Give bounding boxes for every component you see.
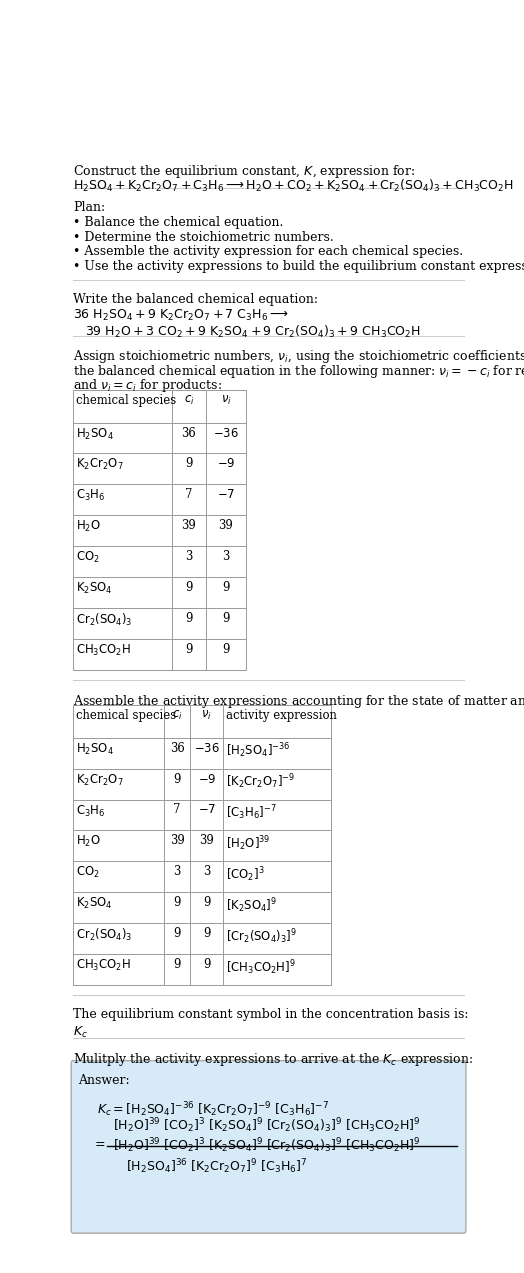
Text: 3: 3 — [203, 866, 211, 878]
Text: $\mathrm{K_2SO_4}$: $\mathrm{K_2SO_4}$ — [75, 580, 112, 596]
Text: $\mathrm{Cr_2(SO_4)_3}$: $\mathrm{Cr_2(SO_4)_3}$ — [75, 612, 132, 628]
Text: 3: 3 — [222, 550, 230, 563]
Text: $\mathrm{H_2O}$: $\mathrm{H_2O}$ — [75, 834, 101, 849]
Text: 9: 9 — [173, 927, 181, 939]
Text: Plan:: Plan: — [73, 201, 105, 214]
FancyBboxPatch shape — [71, 1060, 466, 1234]
Text: $\mathrm{CH_3CO_2H}$: $\mathrm{CH_3CO_2H}$ — [75, 643, 130, 658]
Text: $\mathrm{C_3H_6}$: $\mathrm{C_3H_6}$ — [75, 489, 105, 503]
Text: • Use the activity expressions to build the equilibrium constant expression.: • Use the activity expressions to build … — [73, 260, 524, 272]
Text: $\nu_i$: $\nu_i$ — [221, 395, 231, 407]
Text: $[\mathrm{H_2SO_4}]^{-36}$: $[\mathrm{H_2SO_4}]^{-36}$ — [226, 742, 291, 760]
Text: chemical species: chemical species — [75, 395, 176, 407]
Text: $\mathrm{CH_3CO_2H}$: $\mathrm{CH_3CO_2H}$ — [75, 957, 130, 973]
Text: $\mathrm{CO_2}$: $\mathrm{CO_2}$ — [75, 550, 100, 565]
Text: $\mathrm{K_2SO_4}$: $\mathrm{K_2SO_4}$ — [75, 896, 112, 911]
Text: $-9$: $-9$ — [198, 773, 216, 785]
Text: • Balance the chemical equation.: • Balance the chemical equation. — [73, 216, 283, 229]
Text: 3: 3 — [173, 866, 181, 878]
Text: chemical species: chemical species — [75, 709, 176, 722]
Text: $=$: $=$ — [92, 1137, 106, 1150]
Text: $\mathrm{H_2SO_4 + K_2Cr_2O_7 + C_3H_6 \longrightarrow H_2O + CO_2 + K_2SO_4 + C: $\mathrm{H_2SO_4 + K_2Cr_2O_7 + C_3H_6 \… — [73, 178, 514, 193]
Text: $[\mathrm{H_2O}]^{39}\ [\mathrm{CO_2}]^3\ [\mathrm{K_2SO_4}]^9\ [\mathrm{Cr_2(SO: $[\mathrm{H_2O}]^{39}\ [\mathrm{CO_2}]^3… — [113, 1116, 421, 1136]
Text: $\nu_i$: $\nu_i$ — [201, 709, 212, 723]
Text: 3: 3 — [185, 550, 193, 563]
Text: 9: 9 — [222, 580, 230, 594]
Text: $c_i$: $c_i$ — [183, 395, 194, 407]
Text: 9: 9 — [185, 612, 193, 625]
Text: The equilibrium constant symbol in the concentration basis is:: The equilibrium constant symbol in the c… — [73, 1008, 468, 1021]
Text: $[\mathrm{CO_2}]^3$: $[\mathrm{CO_2}]^3$ — [226, 866, 265, 883]
Text: $[\mathrm{CH_3CO_2H}]^9$: $[\mathrm{CH_3CO_2H}]^9$ — [226, 957, 296, 976]
Text: $[\mathrm{K_2Cr_2O_7}]^{-9}$: $[\mathrm{K_2Cr_2O_7}]^{-9}$ — [226, 773, 296, 792]
Text: • Determine the stoichiometric numbers.: • Determine the stoichiometric numbers. — [73, 230, 334, 243]
Text: 7: 7 — [173, 803, 181, 816]
Text: and $\nu_i = c_i$ for products:: and $\nu_i = c_i$ for products: — [73, 377, 222, 395]
Text: 39: 39 — [170, 834, 184, 848]
Text: $\mathrm{H_2SO_4}$: $\mathrm{H_2SO_4}$ — [75, 742, 113, 757]
Text: $\mathrm{Cr_2(SO_4)_3}$: $\mathrm{Cr_2(SO_4)_3}$ — [75, 927, 132, 943]
Text: $[\mathrm{H_2O}]^{39}$: $[\mathrm{H_2O}]^{39}$ — [226, 834, 271, 853]
Text: Assign stoichiometric numbers, $\nu_i$, using the stoichiometric coefficients, $: Assign stoichiometric numbers, $\nu_i$, … — [73, 349, 524, 365]
Text: $[\mathrm{H_2O}]^{39}\ [\mathrm{CO_2}]^3\ [\mathrm{K_2SO_4}]^9\ [\mathrm{Cr_2(SO: $[\mathrm{H_2O}]^{39}\ [\mathrm{CO_2}]^3… — [113, 1137, 421, 1155]
Text: 39: 39 — [200, 834, 214, 848]
Text: 36: 36 — [170, 742, 184, 755]
Text: $\mathrm{K_2Cr_2O_7}$: $\mathrm{K_2Cr_2O_7}$ — [75, 773, 123, 788]
Text: $-36$: $-36$ — [213, 426, 239, 439]
Text: $K_c = [\mathrm{H_2SO_4}]^{-36}\ [\mathrm{K_2Cr_2O_7}]^{-9}\ [\mathrm{C_3H_6}]^{: $K_c = [\mathrm{H_2SO_4}]^{-36}\ [\mathr… — [97, 1100, 330, 1119]
Text: $[\mathrm{H_2SO_4}]^{36}\ [\mathrm{K_2Cr_2O_7}]^9\ [\mathrm{C_3H_6}]^7$: $[\mathrm{H_2SO_4}]^{36}\ [\mathrm{K_2Cr… — [126, 1157, 307, 1176]
Text: 9: 9 — [203, 896, 211, 909]
Text: Assemble the activity expressions accounting for the state of matter and $\nu_i$: Assemble the activity expressions accoun… — [73, 693, 524, 709]
Text: 9: 9 — [185, 643, 193, 656]
Text: 39: 39 — [182, 519, 196, 532]
Text: $K_c$: $K_c$ — [73, 1025, 88, 1040]
Text: Mulitply the activity expressions to arrive at the $K_c$ expression:: Mulitply the activity expressions to arr… — [73, 1051, 473, 1068]
Text: Write the balanced chemical equation:: Write the balanced chemical equation: — [73, 293, 318, 307]
Text: $-9$: $-9$ — [217, 457, 235, 471]
Text: $[\mathrm{Cr_2(SO_4)_3}]^9$: $[\mathrm{Cr_2(SO_4)_3}]^9$ — [226, 927, 298, 946]
Bar — [73, 705, 331, 985]
Text: Construct the equilibrium constant, $K$, expression for:: Construct the equilibrium constant, $K$,… — [73, 163, 415, 179]
Text: 9: 9 — [173, 896, 181, 909]
Text: Answer:: Answer: — [78, 1074, 129, 1087]
Text: $\mathrm{K_2Cr_2O_7}$: $\mathrm{K_2Cr_2O_7}$ — [75, 457, 123, 472]
Text: • Assemble the activity expression for each chemical species.: • Assemble the activity expression for e… — [73, 246, 463, 258]
Text: 36: 36 — [182, 426, 196, 439]
Text: $c_i$: $c_i$ — [172, 709, 182, 723]
Text: $[\mathrm{C_3H_6}]^{-7}$: $[\mathrm{C_3H_6}]^{-7}$ — [226, 803, 277, 822]
Text: $\mathrm{C_3H_6}$: $\mathrm{C_3H_6}$ — [75, 803, 105, 819]
Text: 9: 9 — [185, 580, 193, 594]
Text: 9: 9 — [222, 612, 230, 625]
Text: $-36$: $-36$ — [194, 742, 220, 755]
Text: 9: 9 — [203, 927, 211, 939]
Text: $-7$: $-7$ — [217, 489, 235, 502]
Text: 9: 9 — [185, 457, 193, 471]
Text: $\mathrm{39\ H_2O + 3\ CO_2 + 9\ K_2SO_4 + 9\ Cr_2(SO_4)_3 + 9\ CH_3CO_2H}$: $\mathrm{39\ H_2O + 3\ CO_2 + 9\ K_2SO_4… — [85, 323, 421, 340]
Text: 9: 9 — [203, 957, 211, 971]
Text: 39: 39 — [219, 519, 233, 532]
Text: $[\mathrm{K_2SO_4}]^9$: $[\mathrm{K_2SO_4}]^9$ — [226, 896, 278, 915]
Text: $\mathrm{CO_2}$: $\mathrm{CO_2}$ — [75, 866, 100, 881]
Text: $\mathrm{H_2O}$: $\mathrm{H_2O}$ — [75, 519, 101, 535]
Text: 9: 9 — [173, 773, 181, 785]
Text: 9: 9 — [173, 957, 181, 971]
Text: the balanced chemical equation in the following manner: $\nu_i = -c_i$ for react: the balanced chemical equation in the fo… — [73, 363, 524, 379]
Text: $\mathrm{H_2SO_4}$: $\mathrm{H_2SO_4}$ — [75, 426, 113, 442]
Text: $-7$: $-7$ — [198, 803, 216, 816]
Text: activity expression: activity expression — [226, 709, 337, 722]
Text: 7: 7 — [185, 489, 193, 502]
Text: $\mathrm{36\ H_2SO_4 + 9\ K_2Cr_2O_7 + 7\ C_3H_6 \longrightarrow}$: $\mathrm{36\ H_2SO_4 + 9\ K_2Cr_2O_7 + 7… — [73, 308, 289, 323]
Text: 9: 9 — [222, 643, 230, 656]
Bar — [73, 391, 246, 670]
